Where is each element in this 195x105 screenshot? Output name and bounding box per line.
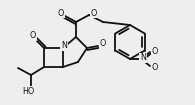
Text: O: O bbox=[91, 9, 97, 18]
Text: N: N bbox=[140, 54, 146, 62]
Text: N: N bbox=[61, 41, 67, 51]
Text: O: O bbox=[30, 32, 36, 41]
Text: O: O bbox=[100, 39, 106, 49]
Text: O: O bbox=[152, 47, 158, 56]
Text: O: O bbox=[58, 9, 64, 18]
Text: O: O bbox=[152, 62, 158, 72]
Text: HO: HO bbox=[22, 87, 34, 96]
